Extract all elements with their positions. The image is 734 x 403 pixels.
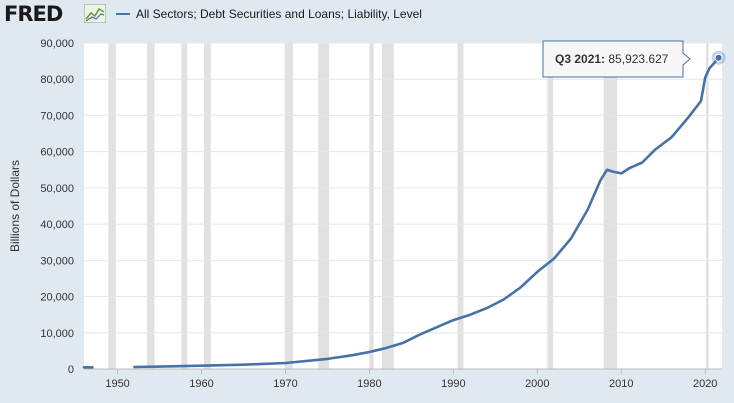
chart-legend: All Sectors; Debt Securities and Loans; …	[116, 7, 422, 21]
y-tick-label: 0	[68, 364, 74, 376]
legend-swatch	[116, 13, 130, 15]
fred-graph-icon	[84, 4, 106, 23]
recession-band	[382, 43, 394, 369]
y-tick-label: 50,000	[40, 183, 74, 195]
x-tick-label: 1950	[105, 378, 129, 390]
tooltip-date: Q3 2021:	[555, 52, 605, 66]
plot-area	[84, 43, 722, 369]
recession-band	[284, 43, 294, 369]
legend-series-label: All Sectors; Debt Securities and Loans; …	[136, 7, 422, 21]
recession-band	[204, 43, 211, 369]
recession-band	[369, 43, 374, 369]
x-tick-label: 1960	[189, 378, 213, 390]
x-tick-label: 1990	[441, 378, 465, 390]
tooltip-box	[542, 40, 691, 78]
recession-band	[457, 43, 464, 369]
y-tick-label: 60,000	[40, 147, 74, 159]
recession-band	[108, 43, 116, 369]
tooltip-value: 85,923.627	[605, 52, 669, 66]
x-tick-label: 2000	[525, 378, 549, 390]
x-tick-label: 1980	[357, 378, 381, 390]
y-tick-label: 10,000	[40, 328, 74, 340]
line-chart: 0 10,000 20,000 30,000 40,000 50,000 60,000 70,…	[8, 38, 726, 390]
recession-band	[547, 43, 554, 369]
series-line	[133, 56, 720, 369]
y-tick-label: 40,000	[40, 219, 74, 231]
highlight-point[interactable]	[714, 53, 723, 62]
chart-header: FRED All Sectors; Debt Securities and Lo…	[0, 0, 734, 30]
x-tick-label: 2020	[693, 378, 717, 390]
y-tick-label: 90,000	[40, 38, 74, 50]
recession-band	[603, 43, 618, 369]
x-tick-label: 1970	[273, 378, 297, 390]
y-tick-label: 70,000	[40, 110, 74, 122]
recession-band	[146, 43, 155, 369]
recession-band	[181, 43, 188, 369]
y-tick-label: 80,000	[40, 74, 74, 86]
tooltip-text: Q3 2021: 85,923.627	[555, 52, 669, 66]
x-tick-label: 2010	[609, 378, 633, 390]
recession-band	[318, 43, 330, 369]
y-tick-label: 30,000	[40, 255, 74, 267]
fred-logo[interactable]: FRED	[4, 2, 63, 26]
recession-band	[706, 43, 709, 369]
y-tick-label: 20,000	[40, 292, 74, 304]
y-axis-title: Billions of Dollars	[8, 160, 22, 252]
